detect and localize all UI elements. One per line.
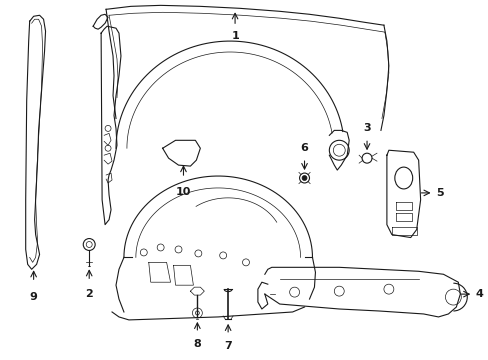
Text: 2: 2 — [85, 289, 93, 299]
Text: 6: 6 — [300, 143, 308, 153]
Text: 10: 10 — [175, 187, 191, 197]
Circle shape — [302, 176, 306, 180]
Text: 9: 9 — [30, 292, 38, 302]
Text: 7: 7 — [224, 341, 231, 351]
Text: 1: 1 — [231, 31, 239, 41]
Text: 3: 3 — [363, 123, 370, 133]
Text: 8: 8 — [193, 339, 201, 349]
Text: 5: 5 — [436, 188, 443, 198]
Text: 4: 4 — [474, 289, 482, 299]
